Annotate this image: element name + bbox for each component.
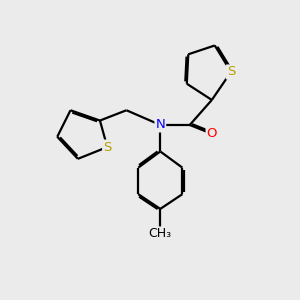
Text: CH₃: CH₃ <box>149 227 172 240</box>
Text: S: S <box>227 65 235 79</box>
Text: N: N <box>155 118 165 131</box>
Text: S: S <box>103 141 112 154</box>
Text: O: O <box>207 127 217 140</box>
